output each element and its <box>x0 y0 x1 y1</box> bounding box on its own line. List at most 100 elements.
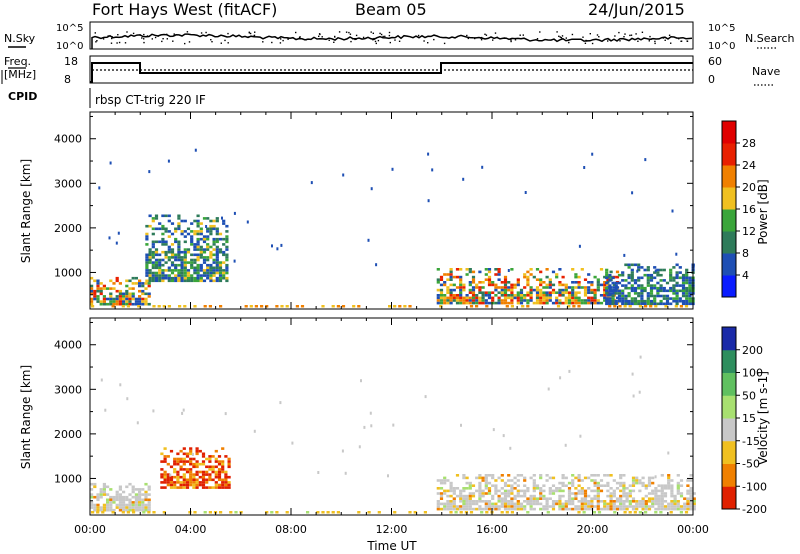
heatmap-cell <box>212 243 216 246</box>
heatmap-cell <box>154 271 159 275</box>
heatmap-cell <box>214 481 218 484</box>
noise-search-dot <box>338 31 341 33</box>
heatmap-cell <box>189 475 193 479</box>
heatmap-cell <box>208 511 212 514</box>
noise-search-dot <box>375 42 377 45</box>
heatmap-cell <box>164 230 168 233</box>
heatmap-cell <box>519 301 524 305</box>
heatmap-cell <box>523 500 527 503</box>
heatmap-cell <box>151 227 155 231</box>
heatmap-cell <box>215 230 219 233</box>
heatmap-cell <box>199 227 203 231</box>
heatmap-cell <box>154 240 159 244</box>
heatmap-cell <box>500 500 504 503</box>
heatmap-cell <box>167 274 171 277</box>
heatmap-cell <box>567 494 572 498</box>
heatmap-cell <box>462 299 466 302</box>
heatmap-cell <box>497 270 501 274</box>
heatmap-cell <box>624 297 628 300</box>
heatmap-cell <box>118 501 122 504</box>
heatmap-cell <box>526 511 530 514</box>
heatmap-cell <box>170 276 175 280</box>
heatmap-cell <box>516 301 520 305</box>
heatmap-cell <box>174 256 178 259</box>
heatmap-cell <box>561 291 565 294</box>
heatmap-cell <box>484 273 488 276</box>
heatmap-cell <box>656 292 660 295</box>
heatmap-cell <box>222 271 226 275</box>
heatmap-cell <box>577 474 581 477</box>
heatmap-cell <box>599 283 604 287</box>
heatmap-cell <box>109 302 113 306</box>
heatmap-cell <box>659 294 663 298</box>
heatmap-cell <box>686 500 690 503</box>
heatmap-cell <box>90 287 94 290</box>
heatmap-cell <box>545 294 549 297</box>
noise-search-dot <box>110 42 113 44</box>
heatmap-cell <box>637 268 641 272</box>
heatmap-cell <box>455 474 460 477</box>
heatmap-cell <box>683 505 687 508</box>
heatmap-cell <box>182 473 186 476</box>
heatmap-cell <box>577 291 581 294</box>
x-tick-label: 16:00 <box>476 523 508 536</box>
heatmap-cell <box>659 302 663 306</box>
heatmap-cell <box>484 505 488 508</box>
heatmap-cell <box>452 507 456 511</box>
heatmap-cell <box>627 263 631 267</box>
heatmap-cell <box>660 505 664 508</box>
heatmap-cell <box>556 305 561 308</box>
heatmap-cell <box>436 268 440 271</box>
heatmap-cell <box>510 502 514 506</box>
heatmap-cell <box>465 476 469 480</box>
heatmap-cell <box>193 266 197 270</box>
heatmap-cell <box>670 500 674 503</box>
heatmap-cell <box>631 481 636 485</box>
heatmap-cell <box>507 288 511 292</box>
heatmap-cell <box>443 476 447 480</box>
heatmap-cell <box>497 286 501 289</box>
heatmap-cell <box>513 487 517 490</box>
heatmap-cell <box>487 489 492 493</box>
heatmap-cell <box>487 270 492 274</box>
heatmap-cell <box>446 502 450 506</box>
heatmap-cell <box>683 507 687 511</box>
heatmap-cell <box>609 474 613 477</box>
heatmap-cell <box>96 495 100 499</box>
heatmap-cell <box>179 468 183 471</box>
heatmap-cell <box>535 286 540 289</box>
heatmap-cell <box>145 261 149 264</box>
heatmap-cell <box>144 282 148 285</box>
heatmap-cell <box>494 273 498 276</box>
heatmap-cell <box>605 268 609 272</box>
heatmap-cell <box>605 281 609 285</box>
heatmap-cell <box>567 294 572 297</box>
heatmap-cell <box>131 495 135 499</box>
heatmap-cell <box>134 302 138 306</box>
heatmap-cell <box>583 505 588 508</box>
heatmap-cell <box>558 294 562 297</box>
heatmap-cell <box>446 296 450 300</box>
heatmap-cell <box>679 507 684 511</box>
heatmap-cell <box>167 219 171 223</box>
heatmap-cell <box>676 474 680 477</box>
heatmap-cell <box>183 258 187 262</box>
heatmap-cell <box>529 507 533 511</box>
heatmap-cell <box>443 492 447 495</box>
heatmap-cell <box>202 279 207 283</box>
heatmap-cell <box>507 286 511 289</box>
colorbar-swatch <box>722 187 736 210</box>
heatmap-cell <box>665 299 670 303</box>
heatmap-cell <box>225 253 229 257</box>
heatmap-cell <box>621 284 625 287</box>
heatmap-cell <box>225 263 229 267</box>
heatmap-cell <box>138 490 142 494</box>
heatmap-cell <box>545 505 549 508</box>
heatmap-cell <box>507 500 511 503</box>
heatmap-cell <box>526 487 530 490</box>
heatmap-cell <box>218 279 223 283</box>
heatmap-cell <box>631 497 636 500</box>
heatmap-cell <box>686 489 690 493</box>
heatmap-cell <box>217 468 222 471</box>
